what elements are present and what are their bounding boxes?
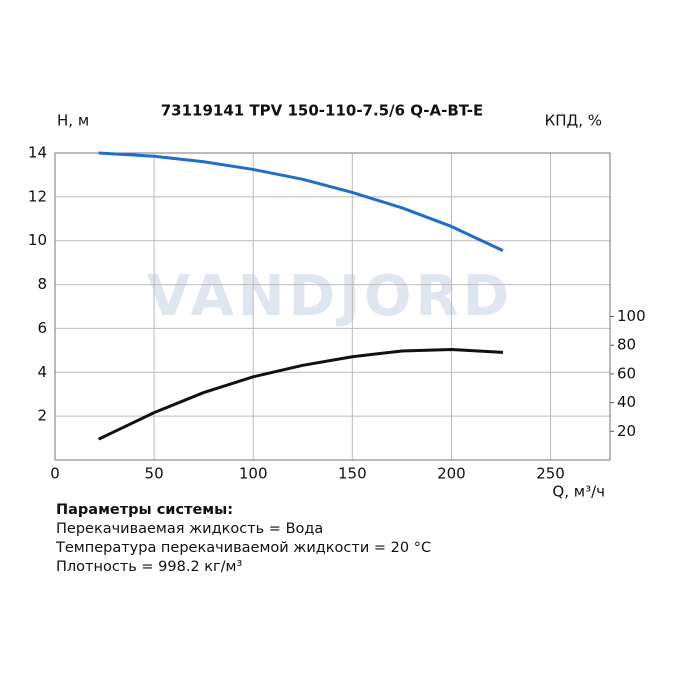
y2-tick-label: 80: [617, 336, 636, 354]
y-tick-label: 12: [28, 187, 47, 205]
x-axis-label: Q, м³/ч: [552, 483, 605, 501]
y-tick-label: 2: [37, 407, 47, 425]
x-tick-label: 50: [145, 465, 164, 483]
param-line: Перекачиваемая жидкость = Вода: [56, 521, 324, 537]
y2-tick-label: 60: [617, 364, 636, 382]
watermark: VANDJORD: [147, 264, 513, 329]
series-line: [98, 151, 504, 252]
y-tick-label: 14: [28, 144, 47, 162]
params-title: Параметры системы:: [56, 502, 234, 518]
x-tick-label: 250: [536, 465, 565, 483]
y2-tick-label: 20: [617, 422, 636, 440]
plot-frame: [54, 152, 611, 461]
params: Параметры системы: Перекачиваемая жидкос…: [56, 501, 431, 577]
x-tick-label: 200: [437, 465, 466, 483]
y-tick-label: 8: [37, 275, 47, 293]
x-tick-label: 0: [50, 465, 60, 483]
y-tick-label: 4: [37, 363, 47, 381]
x-tick-label: 100: [239, 465, 268, 483]
series-line: [97, 348, 504, 441]
y2-tick-label: 40: [617, 393, 636, 411]
chart-title: 73119141 TPV 150-110-7.5/6 Q-A-BT-E: [161, 102, 484, 120]
y-tick-label: 6: [37, 319, 47, 337]
y2-tick-label: 100: [617, 307, 646, 325]
param-line: Плотность = 998.2 кг/м³: [56, 559, 243, 575]
param-line: Температура перекачиваемой жидкости = 20…: [56, 540, 432, 556]
y-axis-label: H, м: [57, 112, 89, 130]
y-tick-label: 10: [28, 231, 47, 249]
x-tick-label: 150: [338, 465, 367, 483]
y2-axis-label: КПД, %: [545, 112, 602, 130]
